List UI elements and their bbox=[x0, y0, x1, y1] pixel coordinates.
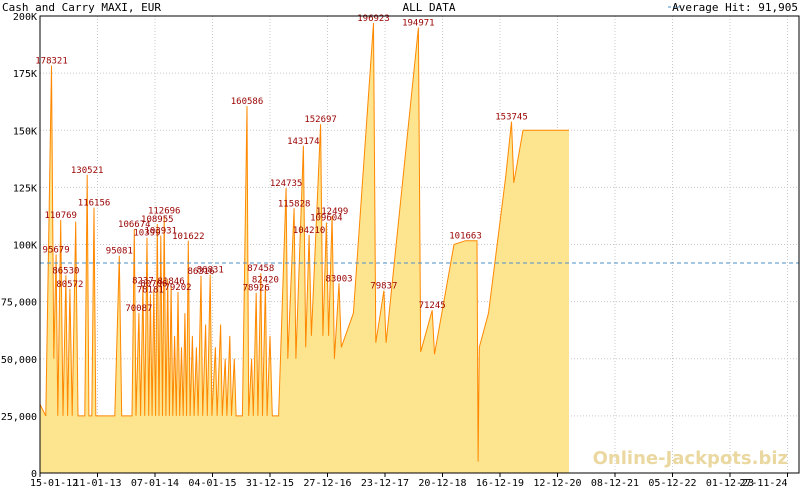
peak-value-label: 80572 bbox=[56, 280, 83, 290]
legend: Average Hit: 91,905 bbox=[668, 1, 798, 14]
peak-value-label: 70087 bbox=[125, 304, 152, 314]
peak-value-label: 86831 bbox=[197, 266, 224, 276]
y-tick-label: 150K bbox=[13, 126, 37, 137]
x-tick-label: 20-12-18 bbox=[418, 478, 466, 489]
peak-value-label: 83003 bbox=[325, 274, 352, 284]
peak-value-label: 112499 bbox=[316, 207, 349, 217]
peak-value-label: 101622 bbox=[172, 232, 205, 242]
peak-value-label: 10399 bbox=[133, 229, 160, 239]
peak-value-label: 143174 bbox=[287, 137, 320, 147]
x-tick-label: 23-12-17 bbox=[361, 478, 409, 489]
peak-value-label: 178321 bbox=[35, 57, 68, 67]
peak-value-label: 152697 bbox=[304, 115, 337, 125]
peak-value-label: 79837 bbox=[370, 282, 397, 292]
x-tick-label: 27-12-16 bbox=[303, 478, 351, 489]
peak-value-label: 71245 bbox=[419, 301, 446, 311]
y-tick-label: 0 bbox=[31, 469, 37, 480]
legend-average-label: Average Hit: 91,905 bbox=[672, 1, 798, 14]
peak-value-label: 110769 bbox=[44, 211, 77, 221]
peak-value-label: 95679 bbox=[43, 245, 70, 255]
y-tick-label: 25,000 bbox=[1, 412, 37, 423]
peak-value-label: 103931 bbox=[144, 227, 177, 237]
x-tick-label: 27-11-24 bbox=[739, 478, 787, 489]
peak-value-label: 196923 bbox=[357, 14, 390, 24]
x-tick-label: 15-01-12 bbox=[30, 478, 78, 489]
peak-value-label: 78926 bbox=[243, 284, 270, 294]
peak-value-label: 80706 bbox=[140, 280, 167, 290]
x-tick-label: 12-12-20 bbox=[533, 478, 581, 489]
peak-value-label: 109604 bbox=[310, 214, 343, 224]
peak-value-label: 101663 bbox=[449, 232, 482, 242]
peak-value-label: 153745 bbox=[495, 113, 528, 123]
x-tick-label: 04-01-15 bbox=[188, 478, 236, 489]
peak-value-label: 194971 bbox=[402, 18, 435, 28]
peak-value-label: 87458 bbox=[247, 264, 274, 274]
peak-value-label: 104210 bbox=[293, 226, 326, 236]
y-tick-label: 50,000 bbox=[1, 355, 37, 366]
x-tick-label: 11-01-13 bbox=[73, 478, 121, 489]
y-tick-label: 175K bbox=[13, 69, 37, 80]
peak-value-label: 115828 bbox=[278, 199, 311, 209]
peak-value-label: 124735 bbox=[270, 179, 303, 189]
peak-value-label: 130521 bbox=[71, 166, 104, 176]
peak-value-label: 95081 bbox=[106, 247, 133, 257]
chart-title: Cash and Carry MAXI, EUR bbox=[2, 1, 161, 14]
jackpot-series-line bbox=[39, 22, 569, 462]
peak-value-label: 112696 bbox=[148, 206, 181, 216]
peak-value-label: 106674 bbox=[118, 220, 151, 230]
x-tick-label: 01-12-23 bbox=[706, 478, 754, 489]
x-tick-label: 07-01-14 bbox=[131, 478, 179, 489]
peak-value-label: 78181 bbox=[137, 285, 164, 295]
y-tick-label: 75,000 bbox=[1, 298, 37, 309]
y-tick-label: 100K bbox=[13, 241, 37, 252]
y-tick-label: 125K bbox=[13, 183, 37, 194]
peak-value-label: 86530 bbox=[52, 266, 79, 276]
peak-value-label: 8237 bbox=[132, 277, 154, 287]
peak-value-label: 116156 bbox=[78, 199, 111, 209]
x-tick-label: 31-12-15 bbox=[246, 478, 294, 489]
peak-value-label: 86316 bbox=[187, 267, 214, 277]
x-tick-label: 16-12-19 bbox=[476, 478, 524, 489]
peak-value-label: 82420 bbox=[252, 276, 279, 286]
peak-value-label: 81846 bbox=[158, 277, 185, 287]
x-tick-label: 08-12-21 bbox=[591, 478, 639, 489]
y-tick-label: 200K bbox=[13, 12, 37, 23]
peak-value-label: 79202 bbox=[164, 283, 191, 293]
chart-subtitle: ALL DATA bbox=[403, 1, 456, 14]
peak-value-label: 108955 bbox=[141, 215, 174, 225]
plot-frame bbox=[39, 15, 800, 474]
watermark: Online-Jackpots.biz bbox=[593, 448, 788, 469]
peak-value-label: 160586 bbox=[231, 97, 264, 107]
x-tick-label: 05-12-22 bbox=[648, 478, 696, 489]
